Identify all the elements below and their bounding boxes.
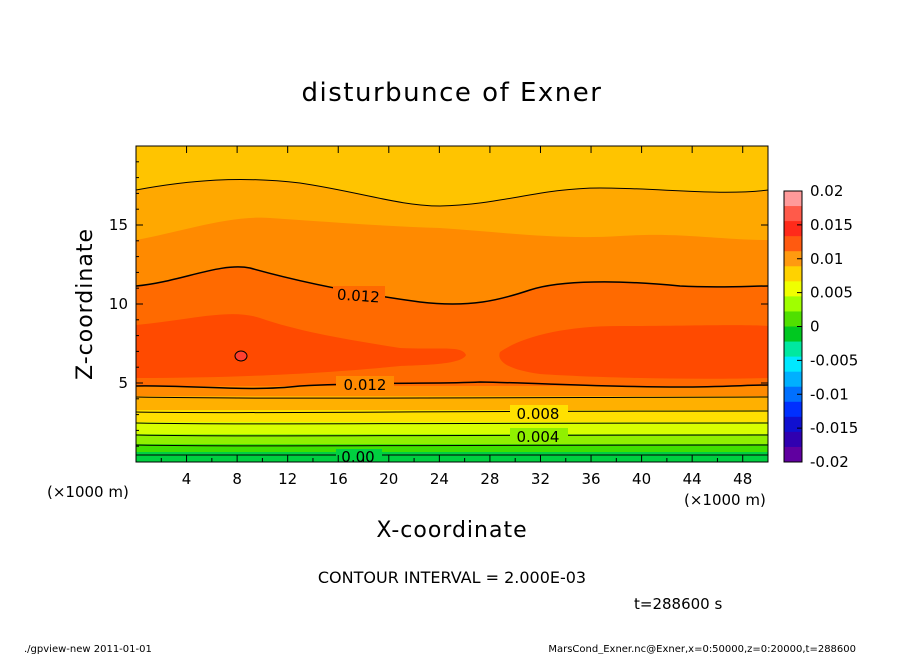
x-tick-label: 16 xyxy=(329,470,348,488)
chart-title: disturbunce of Exner xyxy=(302,78,603,108)
colorbar-swatch xyxy=(784,341,802,358)
contour-field: 0.012 0.012 0.008 0.004 0.00 xyxy=(136,146,768,466)
colorbar-tick-label: -0.015 xyxy=(810,419,858,437)
colorbar-swatch xyxy=(784,236,802,252)
colorbar-tick-label: 0.015 xyxy=(810,216,853,234)
y-tick-label: 5 xyxy=(118,374,128,392)
contour-lines xyxy=(136,179,768,456)
colorbar-tick-label: 0 xyxy=(810,318,820,336)
x-unit-label-left: (×1000 m) xyxy=(47,483,129,501)
footer-right: MarsCond_Exner.nc@Exner,x=0:50000,z=0:20… xyxy=(548,644,856,654)
x-tick-label: 24 xyxy=(430,470,449,488)
colorbar-swatch xyxy=(784,311,802,327)
colorbar-swatch xyxy=(784,446,802,463)
colorbar-tick-label: 0.01 xyxy=(810,250,843,268)
contour-line-0.006 xyxy=(136,422,768,425)
contour-line-closed xyxy=(234,350,248,362)
colorbar-swatch xyxy=(784,266,802,282)
x-tick-label: 28 xyxy=(480,470,499,488)
contour-line-0.010 xyxy=(136,396,768,399)
x-tick-label: 48 xyxy=(733,470,752,488)
colorbar-swatch xyxy=(784,356,802,373)
footer-left: ./gpview-new 2011-01-01 xyxy=(24,644,152,654)
x-unit-label-right: (×1000 m) xyxy=(684,491,766,509)
colorbar-tick-label: 0.005 xyxy=(810,284,853,302)
x-tick-label: 12 xyxy=(278,470,297,488)
colorbar-swatch xyxy=(784,401,802,418)
x-tick-label: 40 xyxy=(632,470,651,488)
band-0.014b xyxy=(499,325,768,379)
colorbar-swatch xyxy=(784,281,802,297)
colorbar-tick-label: -0.01 xyxy=(810,385,849,403)
colorbar-swatch xyxy=(784,386,802,403)
colorbar-tick-label: -0.005 xyxy=(810,351,858,369)
y-axis-ticks: 5 10 15 xyxy=(109,161,768,447)
contour-line-0.012-upper xyxy=(136,266,768,305)
colorbar-swatch xyxy=(784,221,802,237)
contour-label-0.00: 0.00 xyxy=(341,448,374,466)
x-axis-label: X-coordinate xyxy=(376,518,527,543)
contour-label-0.004: 0.004 xyxy=(517,428,560,446)
colorbar-swatch xyxy=(784,416,802,433)
x-tick-label: 8 xyxy=(232,470,242,488)
colorbar-swatch xyxy=(784,206,802,222)
y-tick-label: 15 xyxy=(109,216,128,234)
contour-line-0.002 xyxy=(136,444,768,447)
colorbar-swatch xyxy=(784,296,802,312)
colorbar-swatch xyxy=(784,326,802,343)
contour-line-0.008 xyxy=(136,410,768,414)
y-tick-label: 10 xyxy=(109,295,128,313)
x-tick-label: 32 xyxy=(531,470,550,488)
time-label: t=288600 s xyxy=(634,595,722,613)
colorbar-swatch xyxy=(784,431,802,448)
x-tick-label: 4 xyxy=(182,470,192,488)
band-0.000 xyxy=(136,452,768,462)
y-axis-label: Z-coordinate xyxy=(73,228,98,380)
x-tick-label: 44 xyxy=(683,470,702,488)
contour-interval-text: CONTOUR INTERVAL = 2.000E-03 xyxy=(318,568,586,587)
colorbar-tick-label: -0.02 xyxy=(810,453,849,471)
contour-line-0.004 xyxy=(136,434,768,437)
contour-label-0.012-upper: 0.012 xyxy=(336,286,380,307)
colorbar: 0.02 0.015 0.01 0.005 0 -0.005 -0.01 -0.015 -0.0… xyxy=(783,182,858,471)
colorbar-swatch xyxy=(784,371,802,388)
contour-label-0.012-lower: 0.012 xyxy=(344,376,387,394)
contour-line-upper xyxy=(136,179,768,207)
band-0.014 xyxy=(136,314,466,378)
contour-label-0.008: 0.008 xyxy=(517,405,560,423)
colorbar-swatch xyxy=(784,251,802,267)
x-tick-label: 36 xyxy=(581,470,600,488)
x-axis-ticks: 4 8 12 16 20 24 28 32 36 40 44 48 xyxy=(160,146,752,488)
contour-line-0.012-lower xyxy=(136,381,768,390)
colorbar-swatch xyxy=(784,191,802,207)
colorbar-tick-label: 0.02 xyxy=(810,182,843,200)
contour-label-group: 0.012 0.012 0.008 0.004 0.00 xyxy=(333,286,568,466)
x-tick-label: 20 xyxy=(379,470,398,488)
